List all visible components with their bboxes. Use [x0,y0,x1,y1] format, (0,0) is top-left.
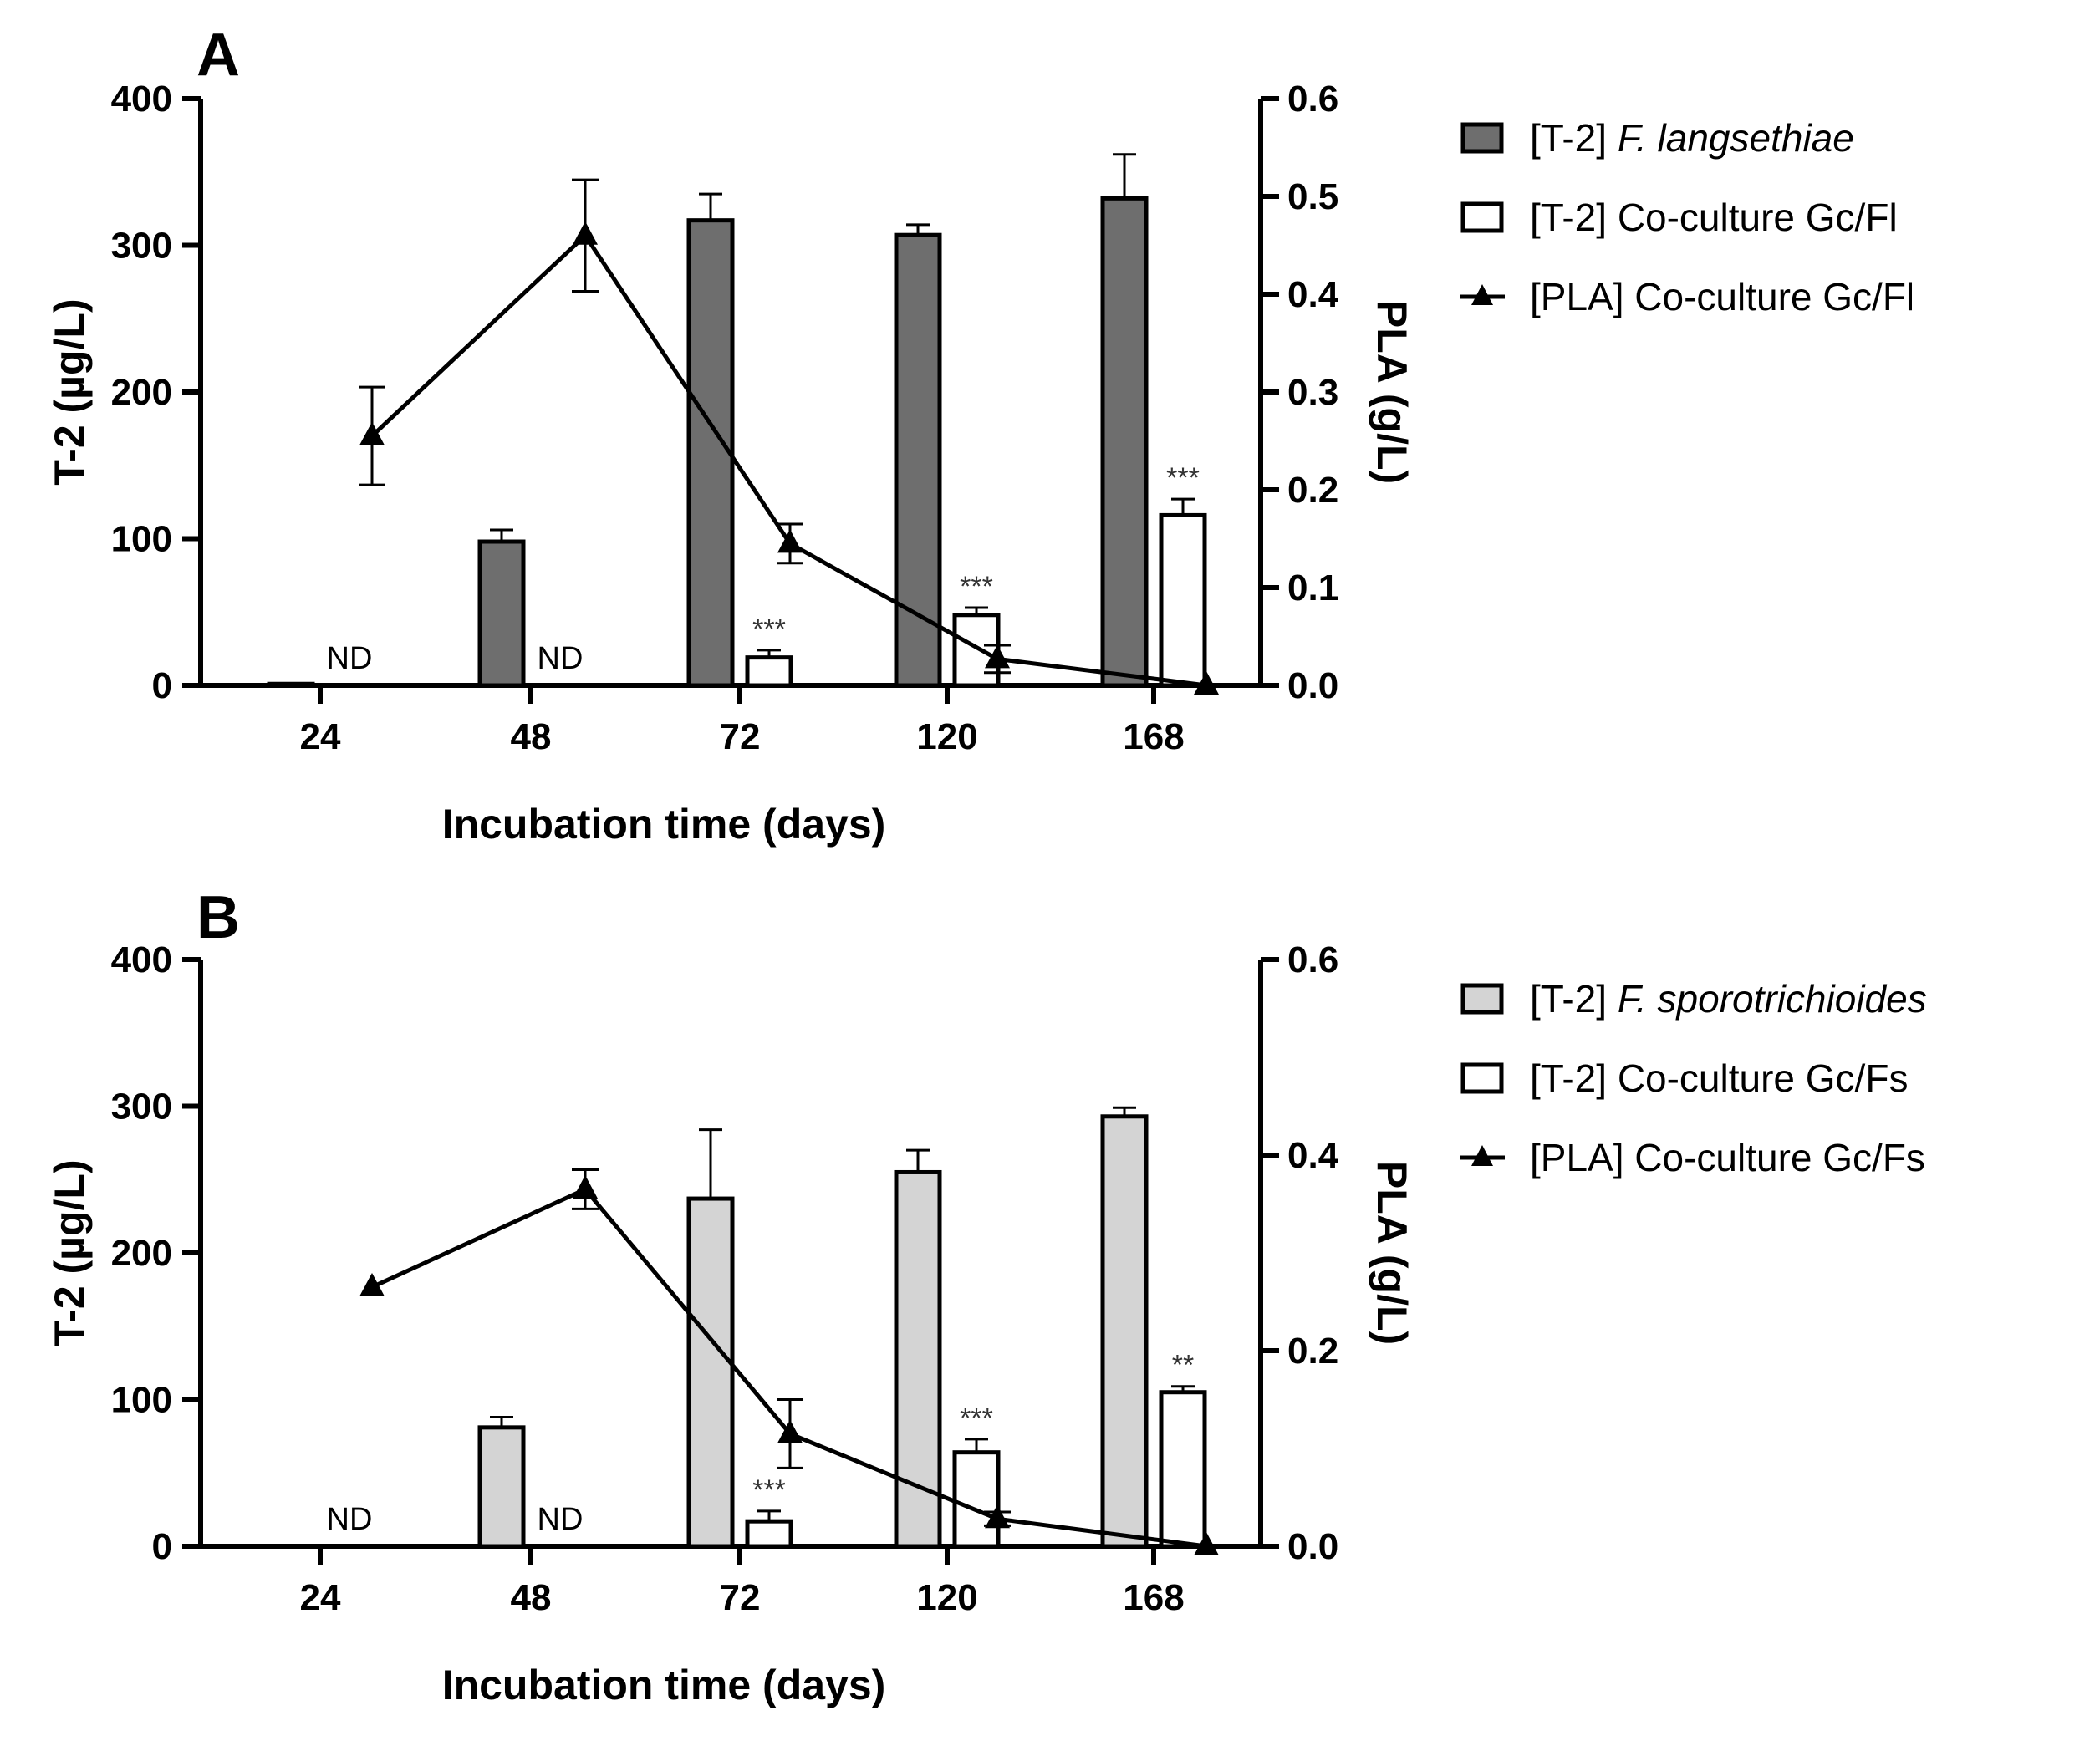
panel-a-bar [267,681,315,688]
panel-b-bar [1100,1114,1149,1549]
panel-a-pla-point [777,529,803,553]
panel-b-y-tick-label: 0 [152,1526,172,1567]
panel-a-legend-label: [T-2] Co-culture Gc/Fl [1530,196,1898,239]
panel-a-bar [1159,512,1207,688]
panel-b-legend-label: [T-2] Co-culture Gc/Fs [1530,1056,1908,1100]
panel-b-significance-label: *** [960,1402,993,1434]
panel-a-y-tick-label: 0 [152,665,172,706]
panel-b-y-tick-label: 100 [111,1380,172,1421]
panel-b-y-tick-label: 200 [111,1233,172,1274]
panel-b-bar [745,1519,793,1549]
panel-a-legend-swatch [1460,122,1504,154]
panel-a-legend-label: [T-2] F. langsethiae [1530,116,1854,160]
panel-a-y-tick-label: 200 [111,372,172,413]
panel-b-y2-axis-title: PLA (g/L) [1369,1161,1415,1345]
panel-a-x-tick-label: 168 [1123,716,1184,757]
panel-a-y-tick-label: 100 [111,519,172,560]
panel-b-y2-tick-label: 0.4 [1287,1135,1339,1176]
panel-b-bar [894,1169,942,1549]
panel-b-legend-label: [PLA] Co-culture Gc/Fs [1530,1136,1925,1179]
panel-b-pla-point [573,1174,598,1199]
panel-b-legend-swatch [1460,1062,1504,1094]
panel-a-label: A [196,22,240,89]
panel-b-y-axis-title: T-2 (µg/L) [46,1159,93,1346]
panel-b-bar [477,1425,526,1549]
panel-b-legend-label: [T-2] F. sporotrichioides [1530,977,1927,1021]
panel-a-y2-tick-label: 0.0 [1287,665,1338,706]
panel-b-x-tick-label: 72 [720,1577,761,1618]
panel-b-legend-marker [1471,1145,1493,1166]
panel-b-y2-tick-label: 0.0 [1287,1526,1338,1567]
panel-a-y2-tick-label: 0.2 [1287,470,1338,511]
panel-a-bar [477,539,526,688]
panel-b-x-tick-label: 48 [511,1577,552,1618]
panel-b-y-tick-label: 300 [111,1087,172,1128]
panel-a-x-tick-label: 72 [720,716,761,757]
panel-a-bar [745,655,793,688]
panel-a-y-tick-label: 400 [111,79,172,120]
panel-a-y2-tick-label: 0.4 [1287,274,1339,315]
panel-b-x-tick-label: 24 [300,1577,341,1618]
panel-b-y2-tick-label: 0.2 [1287,1331,1338,1372]
panel-a-x-axis-title: Incubation time (days) [442,801,886,848]
panel-a-legend-marker [1471,284,1493,305]
panel-a-y-axis-title: T-2 (µg/L) [46,298,93,485]
panel-a-y2-tick-label: 0.6 [1287,79,1338,120]
panel-b-y2-tick-label: 0.6 [1287,939,1338,980]
panel-b-legend-swatch [1460,983,1504,1015]
panel-a-significance-label: *** [960,571,993,603]
panel-a-x-tick-label: 24 [300,716,341,757]
panel-b-bar [1159,1390,1207,1549]
panel-a-x-tick-label: 48 [511,716,552,757]
panel-b-pla-point [777,1419,803,1443]
panel-b-y-tick-label: 400 [111,939,172,980]
panel-b-pla-point [985,1504,1010,1529]
panel-a-pla-point [359,421,385,445]
panel-a-nd-label: ND [538,641,584,676]
panel-a-pla-point [1194,671,1219,695]
panel-b-significance-label: *** [752,1474,786,1506]
panel-b-pla-point [359,1272,385,1296]
panel-b-x-axis-title: Incubation time (days) [442,1662,886,1708]
panel-b-nd-label: ND [538,1502,584,1537]
panel-a-nd-label: ND [327,641,373,676]
panel-a-y-tick-label: 300 [111,226,172,267]
panel-b-bar [686,1196,735,1549]
panel-a-bar [894,232,942,688]
panel-a-y2-axis-title: PLA (g/L) [1369,300,1415,484]
panel-b-bar [952,1450,1001,1549]
panel-a-pla-point [573,221,598,245]
panel-a-legend-label: [PLA] Co-culture Gc/Fl [1530,275,1914,318]
panel-a-significance-label: *** [752,613,786,645]
panel-a-bar [952,613,1001,688]
panel-b-x-tick-label: 120 [916,1577,977,1618]
panel-a-significance-label: *** [1166,462,1200,494]
panel-a-y2-tick-label: 0.3 [1287,372,1338,413]
panel-a-bar [1100,196,1149,688]
panel-b-nd-label: ND [327,1502,373,1537]
panel-a-legend-swatch [1460,201,1504,233]
panel-a-pla-point [985,644,1010,669]
panel-b-significance-label: ** [1172,1350,1194,1382]
panel-b-pla-point [1194,1532,1219,1555]
panel-a-x-tick-label: 120 [916,716,977,757]
panel-b-x-tick-label: 168 [1123,1577,1184,1618]
panel-b-label: B [196,884,240,951]
panel-a-bar [686,218,735,688]
panel-a-y2-tick-label: 0.5 [1287,176,1338,217]
panel-a-y2-tick-label: 0.1 [1287,568,1338,608]
